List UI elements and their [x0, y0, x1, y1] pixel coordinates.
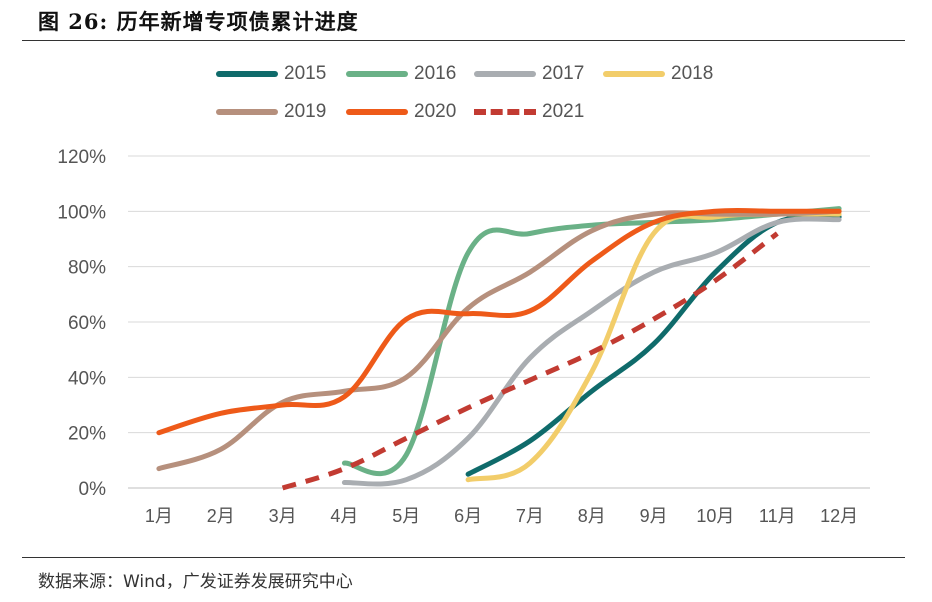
y-tick-label: 0%: [79, 479, 107, 500]
legend-label: 2017: [542, 63, 585, 84]
source-note: 数据来源：Wind，广发证券发展研究中心: [38, 572, 353, 592]
legend-swatch: [346, 109, 408, 115]
series-line-2021: [281, 231, 779, 491]
legend-label: 2019: [284, 101, 327, 122]
x-tick-label: 3月: [269, 506, 297, 526]
y-tick-label: 40%: [68, 368, 106, 389]
legend-label: 2015: [284, 63, 327, 84]
x-tick-label: 2月: [207, 506, 235, 526]
bottom-rule: [22, 557, 905, 558]
legend-item-2020: 2020: [346, 101, 456, 123]
x-tick-label: 10月: [696, 506, 734, 526]
legend-item-2019: 2019: [216, 101, 326, 123]
legend-label: 2021: [542, 101, 585, 122]
legend-label: 2016: [414, 63, 457, 84]
y-tick-label: 80%: [68, 258, 106, 279]
legend-item-2016: 2016: [346, 63, 456, 85]
legend-label: 2020: [414, 101, 457, 122]
legend-item-2021: 2021: [474, 101, 584, 123]
legend-swatch: [216, 71, 278, 77]
series-line-2015: [465, 213, 842, 477]
figure-title: 图 26: 历年新增专项债累计进度: [38, 9, 359, 34]
y-tick-label: 60%: [68, 313, 106, 334]
x-tick-label: 12月: [820, 506, 858, 526]
x-tick-label: 7月: [516, 506, 544, 526]
x-tick-label: 8月: [578, 506, 606, 526]
legend-label: 2018: [671, 63, 714, 84]
legend-swatch: [603, 71, 665, 77]
series-line-2020: [156, 207, 842, 436]
x-axis: 1月 2月 3月 4月 5月 6月 7月 8月 9月 10月 11月 12月: [145, 506, 858, 526]
legend-swatch: [346, 71, 408, 77]
chart-series: [156, 206, 842, 491]
x-tick-label: 4月: [330, 506, 358, 526]
y-tick-label: 20%: [68, 424, 106, 445]
top-rule: [22, 40, 905, 41]
x-tick-label: 5月: [392, 506, 420, 526]
y-tick-label: 120%: [57, 147, 106, 168]
x-tick-label: 9月: [640, 506, 668, 526]
x-tick-label: 11月: [759, 506, 796, 526]
y-tick-label: 100%: [57, 202, 106, 223]
legend-item-2015: 2015: [216, 63, 326, 85]
legend-swatch: [216, 109, 278, 115]
legend-swatch: [474, 109, 536, 115]
legend-item-2018: 2018: [603, 63, 713, 85]
x-tick-label: 1月: [145, 506, 173, 526]
legend-item-2017: 2017: [474, 63, 584, 85]
legend-swatch: [474, 71, 536, 77]
series-line-2017: [341, 216, 842, 487]
y-axis-ticks: 0% 20% 40% 60% 80% 100% 120%: [57, 147, 106, 500]
x-tick-label: 6月: [454, 506, 482, 526]
